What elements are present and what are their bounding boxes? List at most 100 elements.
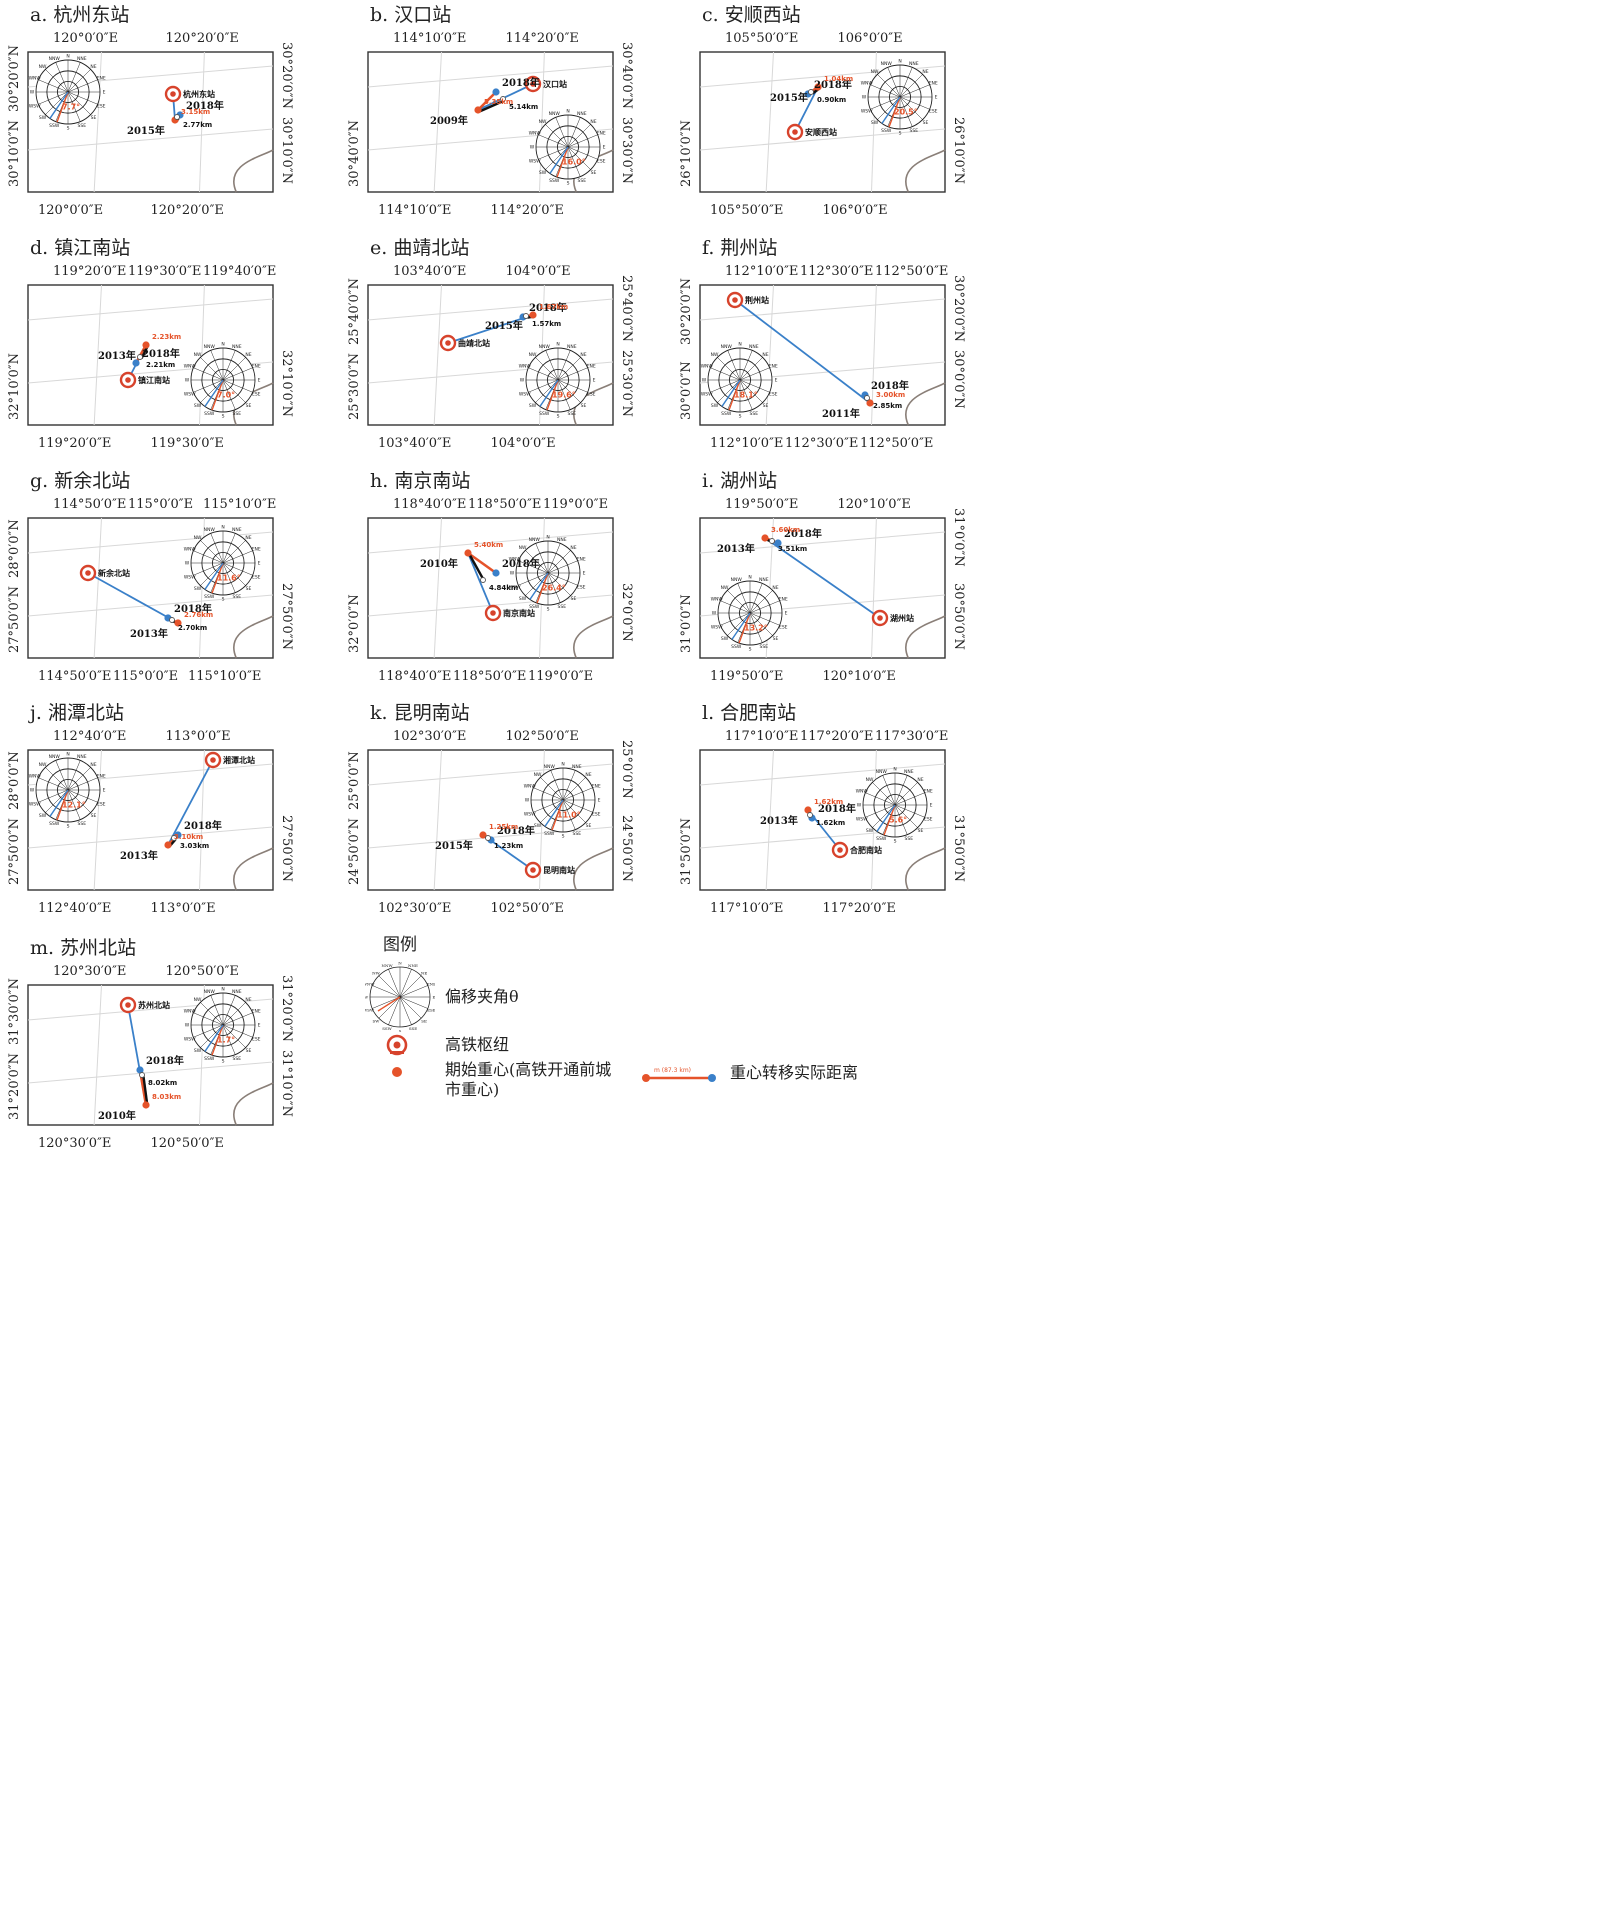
rose-direction-ray (881, 96, 901, 124)
panel-title-k: k. 昆明南站 (370, 702, 470, 724)
river-line (233, 1082, 274, 1126)
map-panel-b: 114°10′0″E 114°20′0″E 114°10′0″E 114°20′0″E… (347, 31, 634, 218)
effective-point (171, 835, 177, 841)
rose-angle-ray (546, 379, 559, 411)
rose-direction-label: N (566, 109, 569, 115)
effective-distance-label: 3.51km (778, 545, 807, 553)
right-tick-label: 27°50′0″N (279, 583, 294, 650)
right-tick-label: 30°0′0″N (951, 350, 966, 409)
rose-spoke (739, 367, 770, 381)
start-year-label: 2015年 (435, 839, 473, 852)
rose-spoke (222, 1024, 246, 1048)
rose-spoke (749, 600, 780, 614)
rose-angle-ray (728, 379, 741, 411)
rose-spoke (870, 96, 901, 110)
rose-angle-ray (888, 96, 901, 128)
rose-direction-label: WNW (184, 364, 197, 370)
rose-spoke (535, 357, 559, 381)
rose-direction-label: SSW (539, 411, 550, 417)
top-tick-label: 120°0′0″E (53, 31, 118, 46)
top-tick-label: 120°50′0″E (166, 964, 239, 979)
effective-point (864, 395, 870, 401)
legend-rose-label: NNE (408, 963, 418, 968)
rose-spoke (222, 350, 236, 381)
rose-direction-label: E (785, 611, 788, 617)
end-centroid (774, 539, 782, 547)
end-year-label: 2018年 (814, 78, 852, 91)
bottom-tick-label: 120°10′0″E (823, 669, 896, 684)
rose-direction-label: NE (90, 762, 96, 768)
rose-spoke (727, 350, 741, 381)
rose-direction-label: WSW (184, 574, 196, 580)
rose-direction-label: NNE (749, 344, 759, 350)
effective-point (169, 617, 175, 623)
rose-direction-label: W (185, 378, 190, 384)
bottom-tick-label: 113°0′0″E (151, 901, 216, 916)
hub-direction-line (764, 537, 881, 619)
hub-direction-line (167, 759, 214, 846)
rose-direction-ray (204, 562, 224, 590)
rose-spoke (45, 91, 69, 115)
rose-angle-ray (211, 562, 224, 594)
end-centroid (492, 88, 500, 96)
rose-spoke (562, 787, 593, 801)
rose-direction-label: SW (529, 403, 537, 409)
right-tick-label: 30°40′0″N (619, 42, 634, 109)
map-panel-c: 105°50′0″E 106°0′0″E 105°50′0″E 106°0′0″E 26… (679, 31, 966, 218)
hub-name-label: 杭州东站 (183, 89, 215, 99)
rose-direction-label: N (66, 54, 69, 60)
rose-direction-ray (49, 789, 69, 817)
rose-angle-value: 5.6° (889, 816, 907, 825)
left-tick-label: 28°0′0″N (7, 751, 22, 810)
rose-direction-label: ESE (769, 391, 778, 397)
rose-direction-label: NE (922, 69, 928, 75)
rose-direction-label: ESE (592, 811, 601, 817)
rose-direction-label: W (712, 611, 717, 617)
top-tick-label: 102°50′0″E (506, 729, 579, 744)
rose-direction-label: SE (246, 586, 252, 592)
bottom-tick-label: 105°50′0″E (710, 203, 783, 218)
left-tick-label: 27°50′0″N (7, 586, 22, 653)
rose-direction-label: SSW (544, 831, 555, 837)
right-tick-label: 24°50′0″N (619, 815, 634, 882)
left-tick-label: 30°20′0″N (679, 278, 694, 345)
legend-rose-label: ENE (427, 981, 435, 986)
bottom-tick-label: 118°40′0″E (378, 669, 451, 684)
top-tick-label: 120°10′0″E (838, 497, 911, 512)
rose-direction-label: N (221, 342, 224, 348)
rose-direction-ray (721, 379, 741, 407)
rose-direction-ray (876, 804, 896, 832)
rose-direction-label: NNW (204, 989, 216, 995)
actual-distance-label: 3.10km (174, 833, 203, 841)
rose-direction-label: E (775, 378, 778, 384)
bottom-tick-label: 112°50′0″E (860, 436, 933, 451)
map-panel-m: 120°30′0″E 120°50′0″E 120°30′0″E 120°50′0″E… (7, 964, 294, 1151)
end-year-label: 2018年 (529, 301, 567, 314)
rose-spoke (200, 379, 224, 403)
rose-spoke (720, 600, 751, 614)
end-year-label: 2018年 (497, 824, 535, 837)
rose-spoke (45, 767, 69, 791)
effective-distance-label: 3.03km (180, 842, 209, 850)
top-tick-label: 117°10′0″E (725, 729, 798, 744)
effective-point (500, 96, 506, 102)
top-tick-label: 120°20′0″E (166, 31, 239, 46)
right-tick-label: 25°0′0″N (619, 740, 634, 799)
rose-direction-label: WNW (711, 597, 724, 603)
rose-direction-label: NE (245, 535, 251, 541)
rose-spoke (710, 379, 741, 393)
left-tick-label: 25°30′0″N (347, 353, 362, 420)
effective-point (174, 114, 180, 120)
rose-direction-label: E (583, 571, 586, 577)
rose-direction-label: WSW (519, 391, 531, 397)
rose-direction-label: NNE (232, 989, 242, 995)
right-tick-label: 27°50′0″N (279, 815, 294, 882)
rose-direction-label: WNW (701, 364, 714, 370)
rose-direction-label: NNW (204, 344, 216, 350)
rose-angle-value: 12.1° (62, 801, 86, 810)
rose-spoke (899, 96, 930, 110)
rose-direction-label: SSE (232, 594, 241, 600)
rose-spoke (710, 367, 741, 381)
start-centroid (529, 311, 537, 319)
